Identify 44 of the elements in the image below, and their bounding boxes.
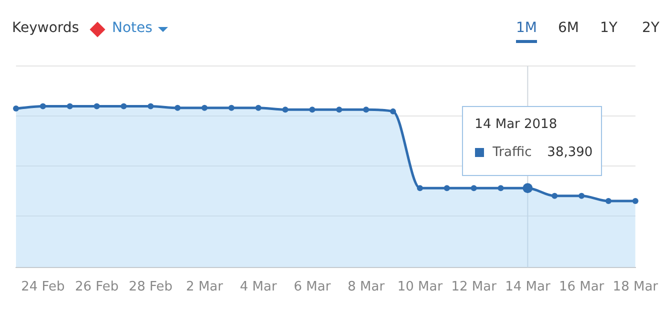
x-tick-label: 24 Feb [21,280,65,295]
x-tick-label: 2 Mar [186,280,224,295]
text: 1Y [600,20,618,38]
point [13,106,19,112]
point [552,192,558,199]
point [578,192,585,199]
point [94,103,100,110]
x-tick-label: 18 Mar [612,280,659,295]
point [66,103,73,110]
point [174,104,181,111]
annotation: 14 Mar 2018 [474,117,558,132]
point [605,198,612,204]
point [148,103,154,110]
annotation: 38,390 [547,145,593,160]
text: 1M [516,20,537,43]
point [255,104,262,111]
x-tick-label: 28 Feb [128,280,173,295]
point [363,106,370,113]
x-tick-label: 4 Mar [240,280,278,295]
x-tick-label: 14 Mar [505,280,551,295]
x-tick-label: 16 Mar [558,280,605,295]
text: 6M [558,20,579,38]
legend-label: Traffic [492,145,532,160]
x-tick-label: 6 Mar [294,280,332,295]
x-tick-label: 12 Mar [451,280,498,295]
point [470,185,477,192]
text: 2Y [642,20,660,38]
point [40,103,46,110]
point [282,106,288,113]
text: Notes [112,20,152,36]
point [498,185,504,192]
point [336,106,342,113]
text: Keywords [12,20,80,36]
point [390,108,396,114]
point [228,104,234,111]
x-tick-label: 10 Mar [397,280,444,295]
point [202,104,208,111]
point [444,185,450,192]
x-tick-label: 8 Mar [348,280,386,295]
x-tick-label: 26 Feb [74,280,119,295]
point [632,198,638,204]
point [120,103,127,110]
point [416,185,423,192]
point [309,106,316,113]
